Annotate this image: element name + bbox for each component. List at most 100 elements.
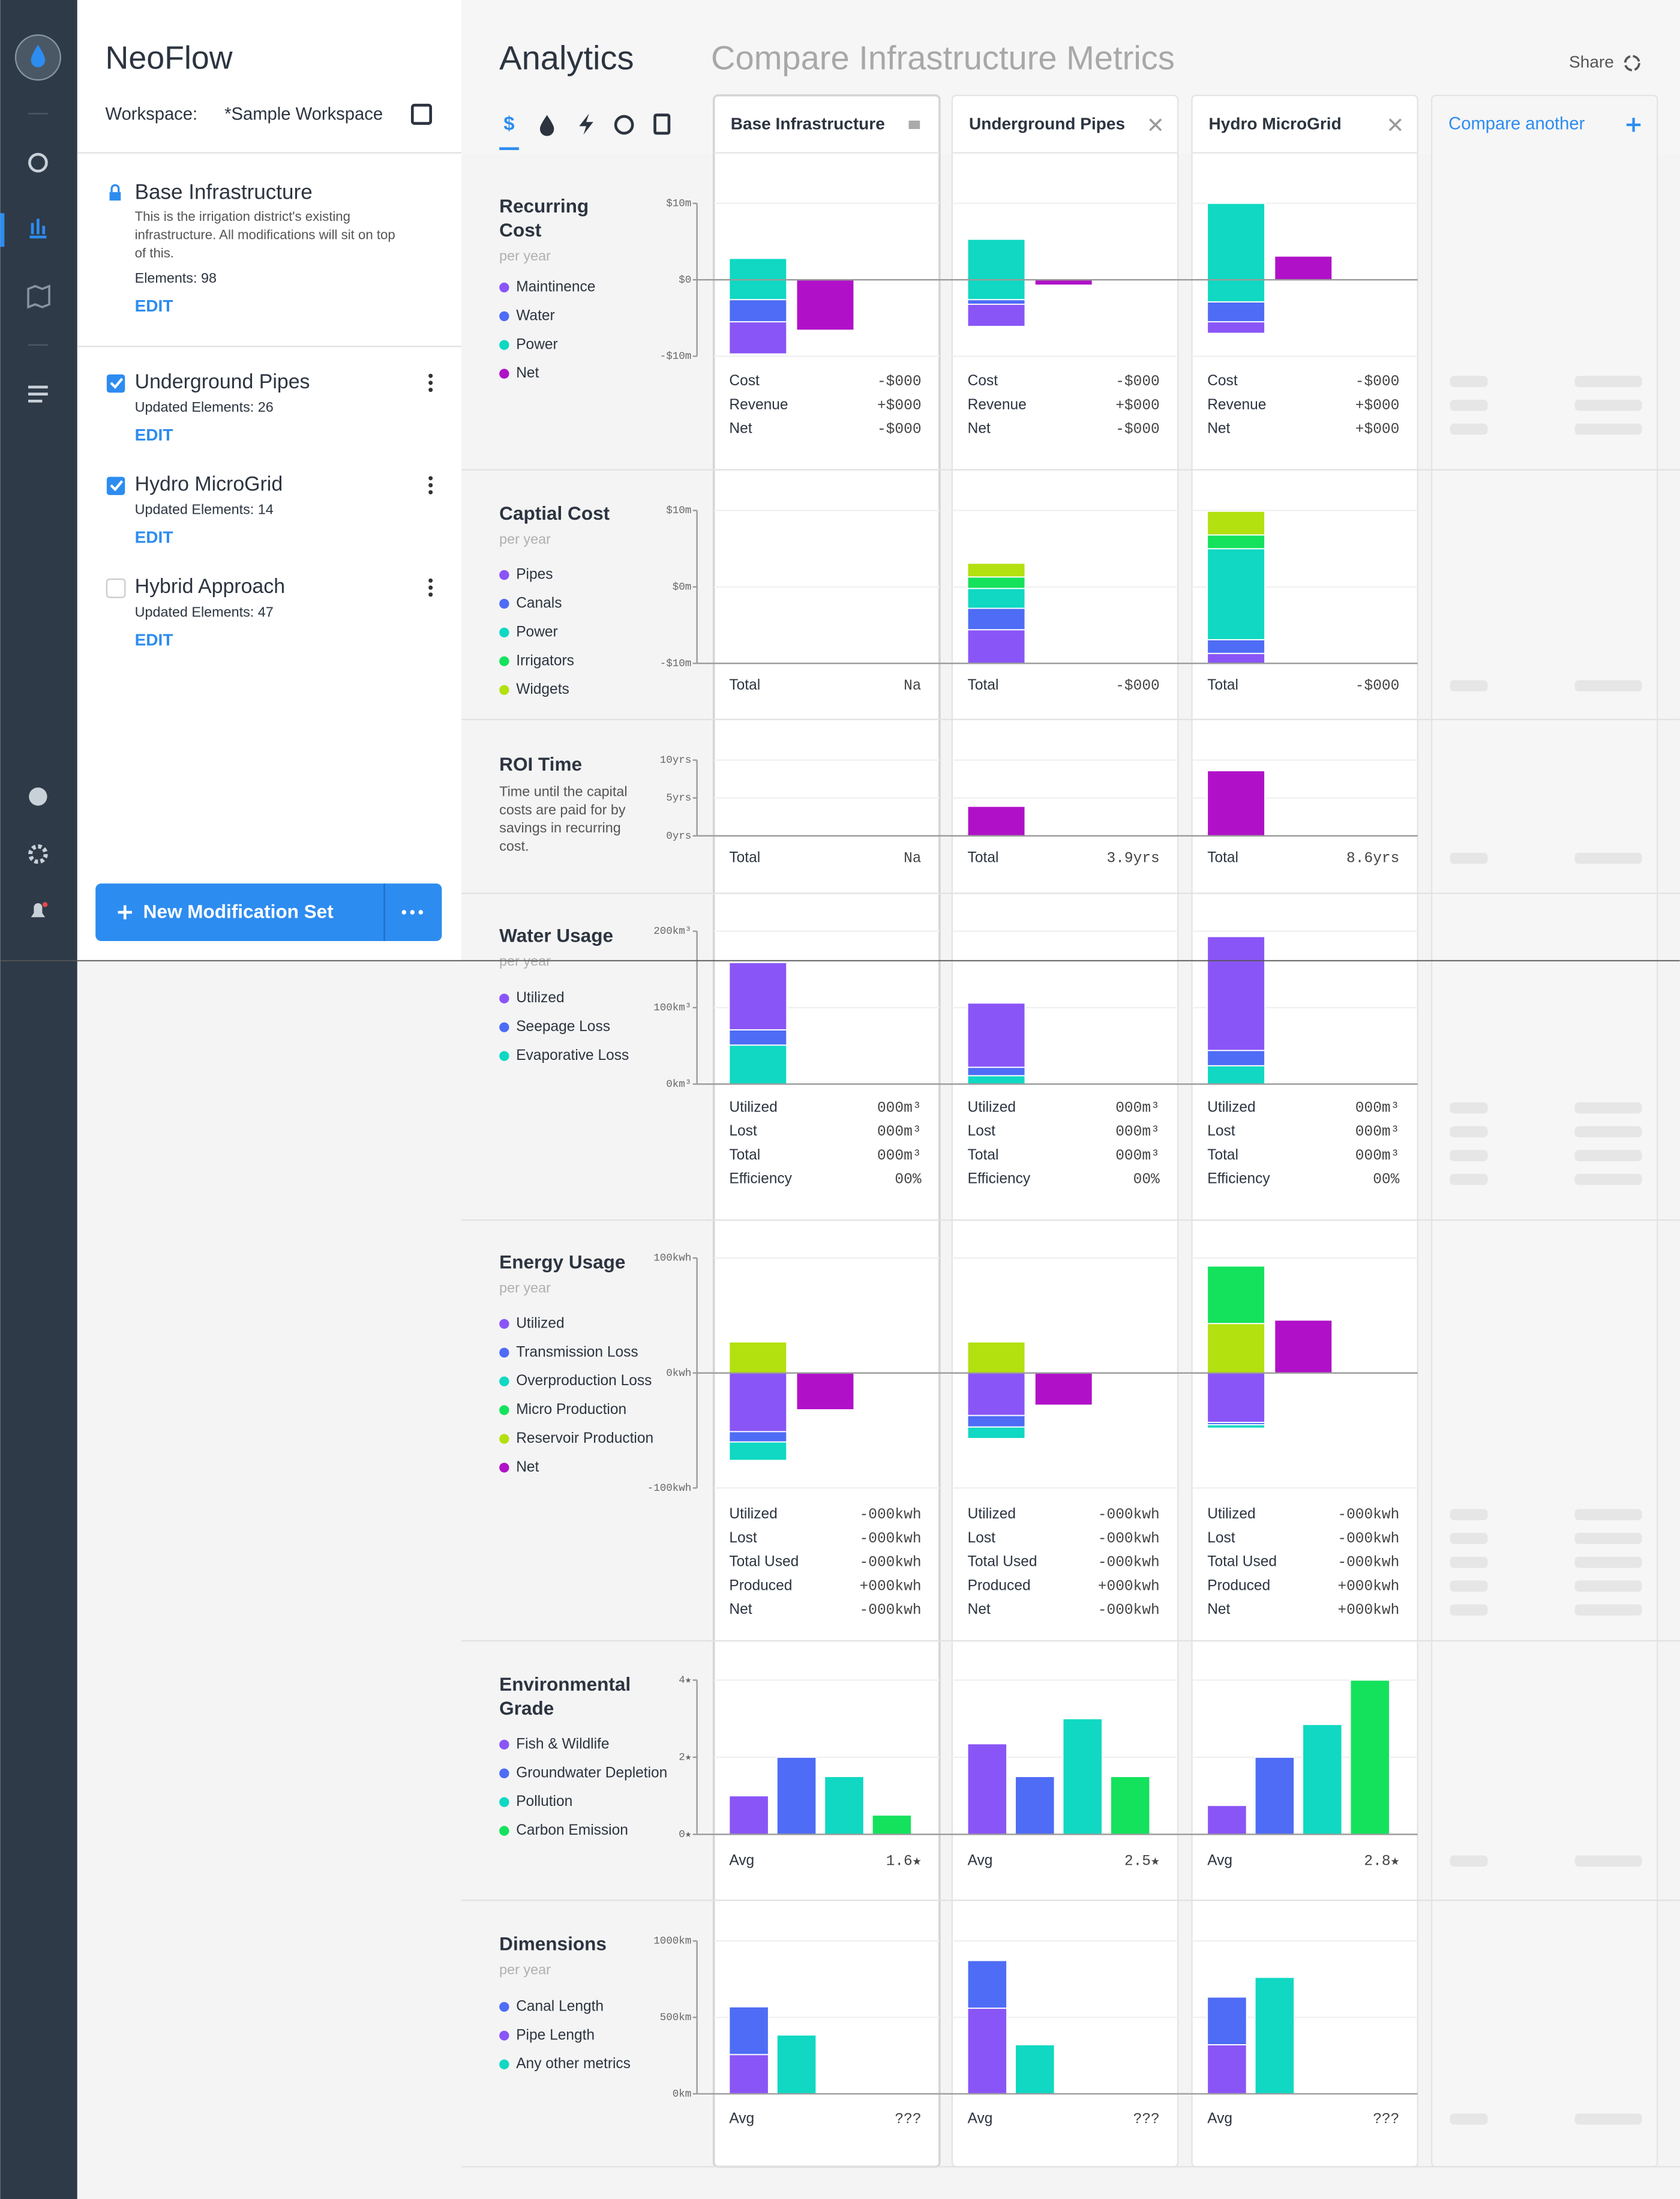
checkbox-checked[interactable] (106, 477, 125, 495)
kebab-dot[interactable] (428, 483, 433, 488)
nav-notifications[interactable] (31, 903, 46, 918)
bar-segment (728, 1441, 788, 1461)
remove-icon[interactable] (1388, 118, 1402, 131)
placeholder (1574, 1509, 1642, 1521)
y-tick-label: -$10m (660, 658, 692, 670)
legend-swatch (499, 1463, 509, 1473)
plus-icon (118, 905, 132, 919)
legend-label: Utilized (516, 990, 564, 1006)
placeholder (1574, 852, 1642, 864)
bar-segment (824, 1776, 865, 1835)
tab-cost[interactable]: $ (503, 112, 514, 134)
checkbox[interactable] (106, 578, 126, 598)
remove-icon[interactable] (1149, 118, 1162, 131)
edit-link[interactable]: EDIT (135, 630, 173, 649)
add-icon[interactable] (1626, 118, 1641, 132)
metric-subtitle: per year (499, 1280, 551, 1296)
summary-value: -000kwh (1098, 1602, 1160, 1619)
bar-segment (1207, 1323, 1265, 1374)
kebab-dot[interactable] (428, 476, 433, 481)
workspace-panel (77, 0, 462, 961)
summary-value: 8.6yrs (1346, 851, 1399, 867)
summary-value: -000kwh (860, 1555, 922, 1571)
placeholder (1574, 2113, 1642, 2125)
summary-value: +$000 (1355, 422, 1400, 438)
compare-another[interactable]: Compare another (1448, 115, 1585, 134)
bar-segment (1207, 1372, 1265, 1423)
edit-link[interactable]: EDIT (135, 296, 173, 315)
tab-water[interactable] (539, 115, 554, 136)
bar-segment (1349, 1679, 1390, 1835)
edit-link[interactable]: EDIT (135, 528, 173, 547)
base-elements: Elements: 98 (135, 270, 217, 286)
bar-segment (1207, 652, 1265, 664)
summary-value: 1.6★ (886, 1853, 922, 1870)
legend-label: Canals (516, 595, 562, 611)
share-icon[interactable] (1624, 55, 1640, 71)
y-tick-label: 100km³ (653, 1002, 691, 1014)
summary-label: Efficiency (1207, 1171, 1270, 1187)
tab-environment[interactable] (614, 115, 634, 135)
more-dot[interactable] (418, 910, 424, 915)
summary-value: -$000 (1115, 422, 1160, 438)
kebab-dot[interactable] (428, 373, 433, 378)
bar-segment (1207, 321, 1265, 334)
summary-value: Na (904, 678, 921, 694)
kebab-dot[interactable] (428, 585, 433, 590)
kebab-dot[interactable] (428, 490, 433, 495)
nav-analytics[interactable] (29, 218, 47, 239)
summary-value: -$000 (1115, 374, 1160, 390)
summary-label: Net (1207, 1601, 1230, 1617)
legend-label: Irrigators (516, 652, 574, 669)
checkbox-checked[interactable] (106, 374, 125, 393)
summary-label: Net (968, 1601, 991, 1617)
kebab-dot[interactable] (428, 381, 433, 385)
summary-value: -000kwh (1337, 1531, 1399, 1547)
bar-segment (1034, 1372, 1093, 1406)
more-dot[interactable] (410, 910, 415, 915)
summary-value: 000m³ (1355, 1101, 1400, 1117)
summary-value: ??? (895, 2111, 921, 2128)
placeholder (1574, 680, 1642, 692)
summary-label: Lost (1207, 1123, 1235, 1139)
summary-label: Lost (968, 1530, 996, 1546)
legend-label: Pipes (516, 567, 553, 583)
new-set-button[interactable] (95, 883, 442, 941)
placeholder (1450, 1556, 1488, 1568)
workspace-name[interactable]: *Sample Workspace (224, 104, 383, 124)
nav-map-globe[interactable] (28, 152, 48, 173)
metric-description: costs are paid for by (499, 802, 626, 817)
summary-value: 00% (1133, 1172, 1160, 1188)
placeholder (1450, 1604, 1488, 1616)
y-tick-label: 2★ (679, 1752, 692, 1764)
nav-settings[interactable] (28, 844, 48, 864)
bar-segment (1254, 1976, 1295, 2095)
nav-map[interactable] (27, 284, 50, 309)
legend-label: Seepage Loss (516, 1018, 610, 1035)
kebab-dot[interactable] (428, 578, 433, 583)
placeholder (1450, 680, 1488, 692)
share-button[interactable]: Share (1569, 53, 1614, 71)
tab-energy[interactable] (579, 113, 593, 135)
panel-below (77, 960, 462, 2199)
y-tick-label: $0 (679, 274, 691, 286)
summary-value: 00% (895, 1172, 921, 1188)
kebab-dot[interactable] (428, 592, 433, 597)
bar-segment (1207, 301, 1265, 323)
bar-segment (967, 576, 1026, 589)
legend-label: Canal Length (516, 1998, 604, 2014)
placeholder (1450, 1533, 1488, 1544)
new-set-label[interactable]: New Modification Set (143, 901, 334, 922)
summary-value: 00% (1373, 1172, 1399, 1188)
save-icon[interactable] (410, 103, 433, 125)
kebab-dot[interactable] (428, 388, 433, 393)
tab-dimensions[interactable] (653, 113, 671, 135)
more-dot[interactable] (401, 910, 407, 915)
set-name: Underground Pipes (135, 370, 310, 393)
metric-title: Dimensions (499, 1933, 607, 1954)
edit-link[interactable]: EDIT (135, 426, 173, 444)
metric-title: Grade (499, 1697, 554, 1719)
nav-account[interactable] (29, 787, 47, 806)
y-tick-label: 0kwh (666, 1367, 691, 1379)
nav-list[interactable] (28, 385, 48, 403)
